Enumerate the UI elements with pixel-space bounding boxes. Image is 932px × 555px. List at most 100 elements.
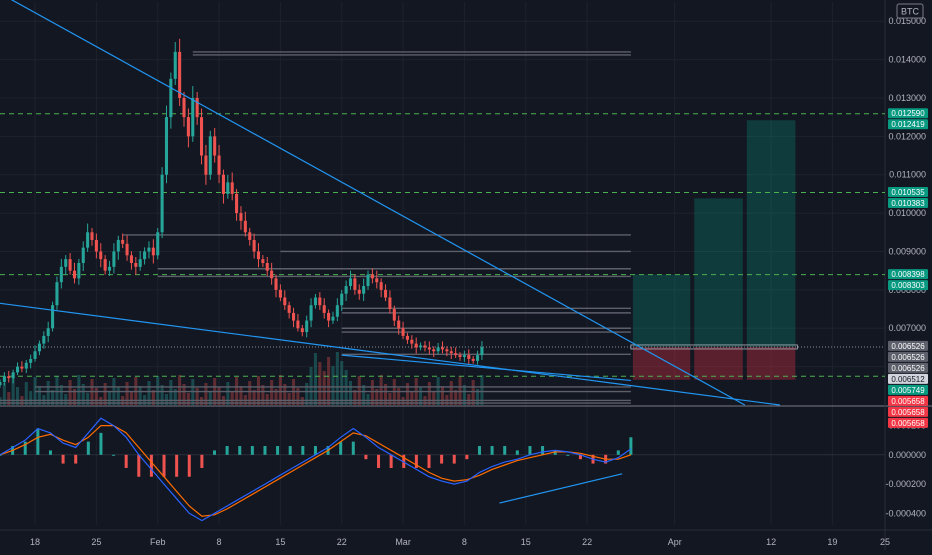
- volume-bar: [11, 378, 15, 405]
- volume-bar: [195, 388, 199, 405]
- candle-body: [90, 232, 94, 240]
- macd-histogram-bar: [187, 454, 191, 477]
- volume-bar: [362, 385, 366, 405]
- macd-histogram-bar: [23, 441, 27, 455]
- candle-body: [129, 255, 133, 263]
- macd-histogram-bar: [629, 437, 633, 455]
- candle-body: [7, 376, 11, 379]
- volume-bar: [59, 385, 63, 405]
- volume-bar: [331, 366, 335, 405]
- macd-histogram-bar: [213, 450, 217, 455]
- candle-body: [204, 155, 208, 175]
- trendline: [0, 302, 780, 406]
- candle-body: [348, 278, 353, 287]
- candle-body: [217, 155, 221, 175]
- price-badge-label: 0.012419: [891, 120, 925, 129]
- volume-bar: [370, 380, 374, 405]
- candle-body: [300, 328, 304, 333]
- price-badge: [888, 373, 928, 384]
- time-tick-label: 8: [217, 537, 222, 547]
- volume-bar: [51, 390, 55, 405]
- price-badge-label: 0.006526: [891, 342, 925, 351]
- volume-bar: [305, 383, 309, 405]
- volume-bar: [125, 382, 129, 405]
- macd-histogram-bar: [515, 450, 519, 455]
- candle-body: [261, 259, 265, 263]
- volume-bar: [129, 391, 133, 405]
- candle-body: [476, 355, 480, 361]
- macd-pane: [0, 417, 885, 522]
- volume-bar: [375, 389, 379, 405]
- candle-body: [55, 282, 59, 306]
- volume-bar: [265, 394, 269, 405]
- volume-bar: [86, 393, 90, 405]
- volume-bar: [182, 384, 186, 405]
- candle-body: [2, 376, 6, 382]
- price-badge: [888, 351, 928, 362]
- volume-bar: [37, 386, 41, 405]
- candle-body: [405, 335, 409, 340]
- trendlines: [0, 0, 780, 406]
- macd-histogram-bar: [225, 446, 229, 455]
- candle-body: [134, 262, 138, 267]
- macd-histogram-bar: [477, 446, 481, 455]
- volume-bar: [379, 375, 383, 405]
- time-tick-label: 8: [462, 537, 467, 547]
- candle-body: [419, 345, 423, 348]
- candle-body: [274, 278, 278, 290]
- macd-histogram-bar: [175, 454, 179, 477]
- candle-body: [151, 247, 155, 256]
- candle-body: [397, 320, 401, 329]
- price-badge: [888, 395, 928, 406]
- candle-body: [252, 239, 256, 252]
- volume-bar: [327, 357, 331, 405]
- candle-body: [287, 305, 291, 313]
- candle-body: [226, 182, 230, 194]
- candle-body: [462, 355, 466, 358]
- candle-body: [173, 51, 177, 79]
- volume-bar: [440, 386, 445, 405]
- price-badge-label: 0.005658: [891, 408, 925, 417]
- volume-bar: [309, 367, 313, 405]
- position-loss-zone: [746, 346, 796, 380]
- volume-bar: [283, 384, 287, 405]
- candle-body: [278, 289, 282, 298]
- currency-badge[interactable]: BTC: [896, 3, 924, 19]
- volume-bar: [81, 384, 85, 405]
- candle-body: [313, 297, 317, 306]
- currency-badge-label: BTC: [901, 7, 920, 17]
- macd-histogram-bar: [566, 454, 570, 456]
- candle-body: [379, 282, 383, 290]
- macd-tick-label: 0.000000: [888, 450, 926, 460]
- macd-histogram-bar: [250, 446, 254, 455]
- volume-bar: [252, 390, 256, 405]
- volume-bar: [116, 387, 120, 405]
- volume-bar: [366, 394, 370, 405]
- volume-bar: [405, 383, 409, 405]
- candle-body: [340, 293, 344, 306]
- volume-bar: [208, 392, 212, 405]
- candle-body: [423, 345, 427, 348]
- price-badge-label: 0.006526: [891, 364, 925, 373]
- candle-body: [230, 182, 234, 194]
- candle-body: [243, 220, 247, 233]
- candle-body: [24, 362, 28, 369]
- candle-body: [344, 286, 348, 294]
- macd-histogram-bar: [440, 454, 444, 464]
- position-boxes: [630, 120, 798, 380]
- candle-body: [164, 117, 169, 175]
- candles: [0, 38, 484, 388]
- price-badge-label: 0.010383: [891, 199, 925, 208]
- candle-body: [59, 266, 63, 283]
- volume-bar: [24, 382, 28, 405]
- macd-histogram-bar: [553, 450, 557, 455]
- candle-body: [156, 232, 160, 256]
- macd-histogram-bar: [149, 454, 153, 477]
- price-tick-label: 0.012000: [888, 131, 926, 141]
- price-tick-label: 0.007000: [888, 323, 926, 333]
- price-badge-label: 0.005658: [891, 419, 925, 428]
- candle-body: [322, 305, 326, 313]
- candle-body: [265, 262, 269, 271]
